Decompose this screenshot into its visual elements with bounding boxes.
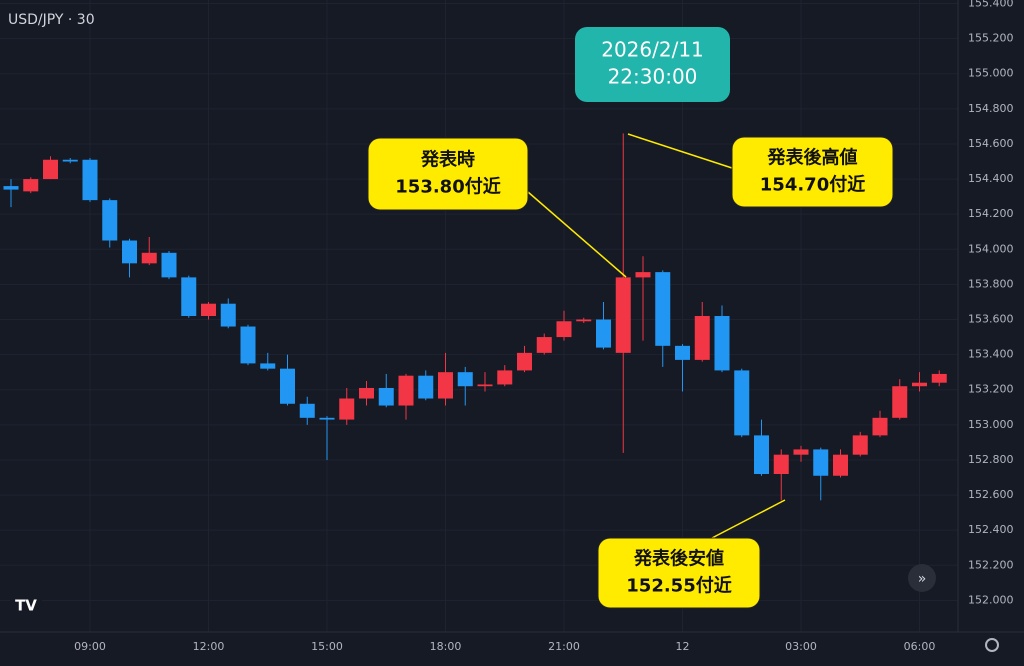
candle-body: [438, 372, 453, 399]
y-tick-label: 152.000: [968, 593, 1014, 606]
candle-body: [754, 435, 769, 474]
candle-body: [161, 252, 177, 278]
candle-body: [912, 382, 927, 387]
candle-body: [122, 240, 137, 264]
y-tick-label: 152.600: [968, 488, 1014, 501]
x-tick-label: 12: [676, 640, 690, 653]
candle-body: [734, 370, 750, 436]
candle-body: [418, 375, 434, 399]
callout-leader: [711, 499, 786, 539]
callout-box: [597, 537, 761, 609]
scroll-button[interactable]: »: [908, 564, 936, 592]
callout-text: 発表後高値: [767, 147, 858, 169]
y-tick-label: 154.400: [968, 172, 1014, 185]
svg-text:TV: TV: [15, 597, 37, 615]
candle-body: [43, 159, 58, 180]
candle-body: [141, 252, 157, 264]
candle-body: [635, 272, 651, 278]
callout-leader: [627, 133, 733, 169]
x-tick-label: 21:00: [548, 640, 580, 653]
x-tick-label: 03:00: [785, 640, 817, 653]
x-tick-label: 12:00: [193, 640, 225, 653]
candle-body: [260, 363, 276, 369]
candle-body: [615, 277, 631, 353]
candle-body: [675, 345, 690, 360]
annotations: 2026/2/11 22:30:00 発表時 153.80付近 発表後高値 154.70付…: [367, 27, 894, 609]
y-tick-label: 153.200: [968, 383, 1014, 396]
candle-body: [102, 200, 118, 241]
callout-text: 発表時: [420, 149, 475, 171]
candle-body: [3, 186, 19, 190]
tv-logo: TV: [10, 594, 42, 618]
candle-body: [517, 352, 532, 371]
candle-body: [240, 326, 256, 364]
y-tick-label: 155.200: [968, 32, 1014, 45]
candle-body: [398, 375, 414, 406]
y-tick-label: 153.000: [968, 418, 1014, 431]
svg-text:»: »: [918, 571, 927, 587]
candle-body: [536, 337, 552, 353]
candle-body: [872, 417, 888, 436]
candle-body: [793, 449, 809, 455]
y-tick-label: 155.400: [968, 0, 1014, 10]
candle-body: [477, 384, 493, 387]
y-tick-label: 152.400: [968, 523, 1014, 536]
candle-body: [181, 277, 197, 316]
y-tick-label: 153.600: [968, 313, 1014, 326]
candle-body: [497, 370, 513, 385]
candle-body: [596, 319, 611, 348]
candle-body: [931, 373, 947, 383]
y-tick-label: 153.400: [968, 348, 1014, 361]
candle-body: [378, 387, 394, 406]
callout-text: 2026/2/11: [601, 38, 704, 62]
callout-box: [731, 136, 894, 208]
candle-body: [892, 386, 908, 418]
candle-body: [319, 417, 335, 420]
candle-body: [82, 159, 98, 201]
candle-body: [457, 372, 473, 387]
candle-body: [280, 368, 295, 404]
y-tick-label: 154.000: [968, 242, 1014, 255]
callout-box: [575, 27, 730, 102]
candle-body: [714, 316, 730, 371]
candle-body: [833, 454, 848, 476]
y-tick-label: 154.600: [968, 137, 1014, 150]
candle-body: [576, 319, 592, 322]
candle-body: [359, 387, 374, 399]
candle-body: [655, 272, 671, 346]
y-tick-label: 153.800: [968, 277, 1014, 290]
candle-body: [62, 159, 78, 162]
candle-body: [773, 454, 789, 474]
callout-text: 22:30:00: [608, 65, 698, 89]
symbol-title: USD/JPY · 30: [8, 12, 95, 28]
candle-body: [852, 435, 868, 455]
candles: [3, 133, 947, 501]
x-tick-label: 15:00: [311, 640, 343, 653]
candle-body: [339, 398, 355, 420]
x-tick-label: 18:00: [430, 640, 462, 653]
callout-text: 152.55付近: [626, 575, 731, 597]
y-tick-label: 154.800: [968, 102, 1014, 115]
y-tick-label: 152.800: [968, 453, 1014, 466]
callout-text: 発表後安値: [633, 548, 724, 570]
settings-icon[interactable]: [985, 638, 999, 652]
candle-body: [813, 449, 829, 476]
candle-body: [694, 316, 710, 360]
candle-body: [299, 403, 315, 418]
candle-body: [556, 321, 572, 338]
x-tick-label: 06:00: [904, 640, 936, 653]
candle-body: [220, 303, 236, 327]
candle-body: [201, 303, 216, 316]
callout-leader: [527, 191, 627, 278]
callout-text: 154.70付近: [760, 174, 865, 196]
callout-box: [367, 137, 529, 211]
candle-body: [23, 179, 39, 192]
callout-text: 153.80付近: [395, 176, 500, 198]
y-tick-label: 152.200: [968, 558, 1014, 571]
x-tick-label: 09:00: [74, 640, 106, 653]
y-tick-label: 155.000: [968, 67, 1014, 80]
y-tick-label: 154.200: [968, 207, 1014, 220]
